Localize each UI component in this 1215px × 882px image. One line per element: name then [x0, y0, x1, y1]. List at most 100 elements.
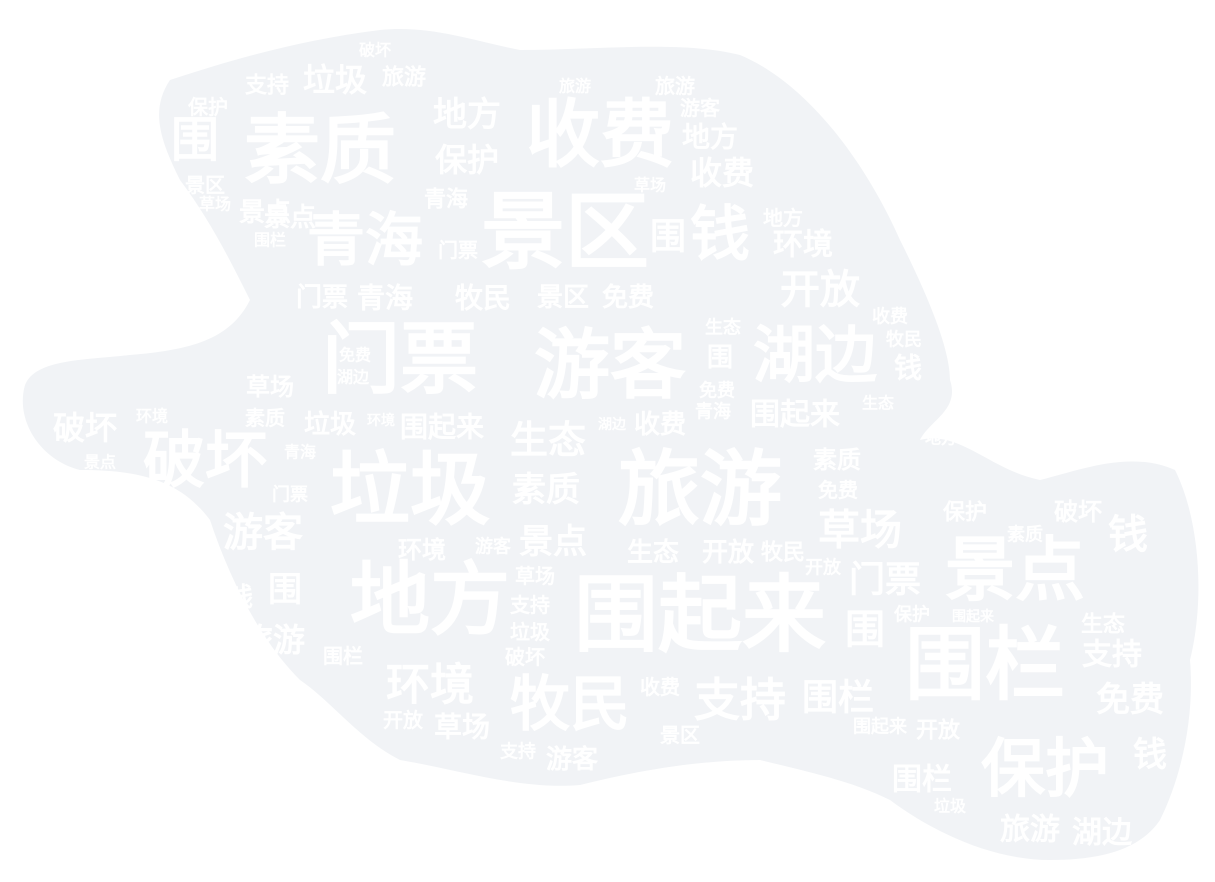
cloud-word: 免费 — [818, 478, 858, 502]
cloud-word: 景点 — [519, 522, 587, 562]
cloud-word: 草场 — [515, 564, 555, 588]
cloud-word: 青海 — [307, 206, 423, 274]
cloud-word: 保护 — [893, 604, 930, 626]
cloud-word: 湖边 — [1072, 816, 1133, 851]
cloud-word: 破坏 — [143, 424, 267, 497]
cloud-word: 开放 — [383, 708, 424, 732]
cloud-word: 湖边 — [337, 368, 370, 387]
cloud-word: 垃圾 — [510, 620, 551, 644]
cloud-word: 围栏 — [323, 644, 363, 668]
cloud-word: 开放 — [780, 267, 860, 313]
cloud-word: 旅游 — [655, 74, 695, 98]
cloud-word: 围起来 — [952, 608, 995, 625]
cloud-word: 生态 — [627, 537, 679, 568]
cloud-word: 钱 — [1108, 512, 1148, 558]
cloud-word: 免费 — [699, 380, 735, 402]
cloud-word: 青海 — [424, 187, 468, 213]
cloud-word: 围 — [268, 570, 302, 610]
cloud-word: 游客 — [680, 96, 721, 120]
cloud-word: 景点 — [84, 453, 116, 472]
cloud-word: 钱 — [227, 583, 253, 613]
cloud-word: 围栏 — [802, 678, 874, 719]
cloud-word: 游客 — [223, 510, 303, 556]
cloud-word: 生态 — [862, 394, 894, 413]
cloud-word: 门票 — [438, 238, 478, 262]
cloud-word: 湖边 — [753, 319, 878, 392]
cloud-word: 围栏 — [892, 763, 952, 798]
cloud-word: 收费 — [640, 675, 680, 699]
cloud-word: 环境 — [398, 536, 446, 564]
cloud-word: 牧民 — [510, 670, 630, 740]
cloud-word: 保护 — [435, 141, 499, 179]
cloud-word: 保护 — [942, 501, 987, 526]
cloud-word: 支持 — [694, 673, 786, 727]
cloud-word: 环境 — [386, 660, 474, 711]
cloud-word: 草场 — [246, 373, 294, 401]
cloud-word: 湖边 — [598, 417, 627, 433]
cloud-word: 破坏 — [53, 409, 117, 447]
cloud-word: 免费 — [602, 282, 654, 313]
cloud-word: 游客 — [534, 321, 686, 410]
cloud-word: 门票 — [272, 484, 308, 506]
cloud-word: 保护 — [187, 95, 228, 119]
cloud-word: 支持 — [510, 593, 550, 617]
cloud-word: 游客 — [546, 744, 599, 775]
cloud-word: 青海 — [357, 282, 413, 315]
cloud-word: 围 — [845, 607, 885, 653]
cloud-word: 旅游 — [241, 621, 305, 659]
cloud-word: 垃圾 — [304, 409, 357, 440]
cloud-word: 生态 — [510, 418, 586, 462]
cloud-word: 草场 — [199, 195, 231, 214]
cloud-word: 景区 — [537, 283, 589, 313]
cloud-word: 环境 — [136, 407, 168, 426]
cloud-word: 钱 — [894, 352, 922, 385]
cloud-word: 开放 — [916, 718, 961, 744]
cloud-word: 景区 — [185, 173, 225, 197]
cloud-word: 景点 — [945, 529, 1085, 611]
cloud-word: 收费 — [526, 92, 674, 178]
cloud-word: 地方 — [925, 429, 957, 448]
cloud-word: 旅游 — [382, 65, 426, 91]
cloud-word: 门票 — [296, 283, 348, 313]
cloud-word: 景区 — [481, 183, 649, 281]
cloud-word: 生态 — [705, 317, 741, 339]
cloud-word: 素质 — [245, 406, 285, 430]
cloud-word: 旅游 — [1000, 813, 1060, 848]
cloud-word: 收费 — [690, 154, 754, 192]
cloud-word: 支持 — [245, 74, 289, 99]
cloud-word: 草场 — [818, 506, 902, 555]
cloud-word: 草场 — [434, 711, 490, 744]
cloud-word: 素质 — [813, 446, 861, 474]
cloud-word: 破坏 — [505, 645, 545, 669]
cloud-word: 支持 — [1082, 638, 1142, 673]
cloud-word: 破坏 — [359, 41, 391, 60]
cloud-word: 围 — [171, 112, 219, 168]
cloud-word: 素质 — [244, 106, 396, 195]
cloud-word: 牧民 — [455, 282, 511, 315]
cloud-word: 钱 — [1133, 735, 1167, 775]
cloud-word: 免费 — [339, 346, 371, 365]
cloud-word: 旅游 — [559, 77, 591, 96]
cloud-word: 地方 — [682, 121, 738, 154]
cloud-word: 门票 — [322, 315, 478, 405]
cloud-word: 免费 — [1096, 680, 1164, 720]
cloud-word: 景点 — [264, 202, 316, 233]
cloud-word: 围起来 — [853, 716, 908, 738]
cloud-word: 破坏 — [1054, 498, 1102, 526]
cloud-word: 围起来 — [750, 398, 840, 433]
cloud-word: 垃圾 — [934, 797, 967, 816]
cloud-word: 牧民 — [156, 505, 200, 531]
cloud-word: 围 — [707, 343, 733, 373]
cloud-word: 支持 — [499, 741, 536, 763]
cloud-word: 旅游 — [618, 443, 782, 538]
cloud-word: 素质 — [512, 470, 580, 510]
cloud-word: 环境 — [367, 412, 395, 429]
cloud-word: 游客 — [475, 536, 512, 558]
cloud-word: 景点 — [239, 197, 291, 228]
cloud-word: 收费 — [872, 306, 908, 328]
cloud-word: 牧民 — [761, 540, 805, 566]
cloud-word: 地方 — [350, 554, 510, 647]
cloud-word: 景区 — [660, 723, 700, 747]
cloud-word: 草场 — [634, 176, 666, 195]
cloud-word: 开放 — [702, 537, 755, 568]
